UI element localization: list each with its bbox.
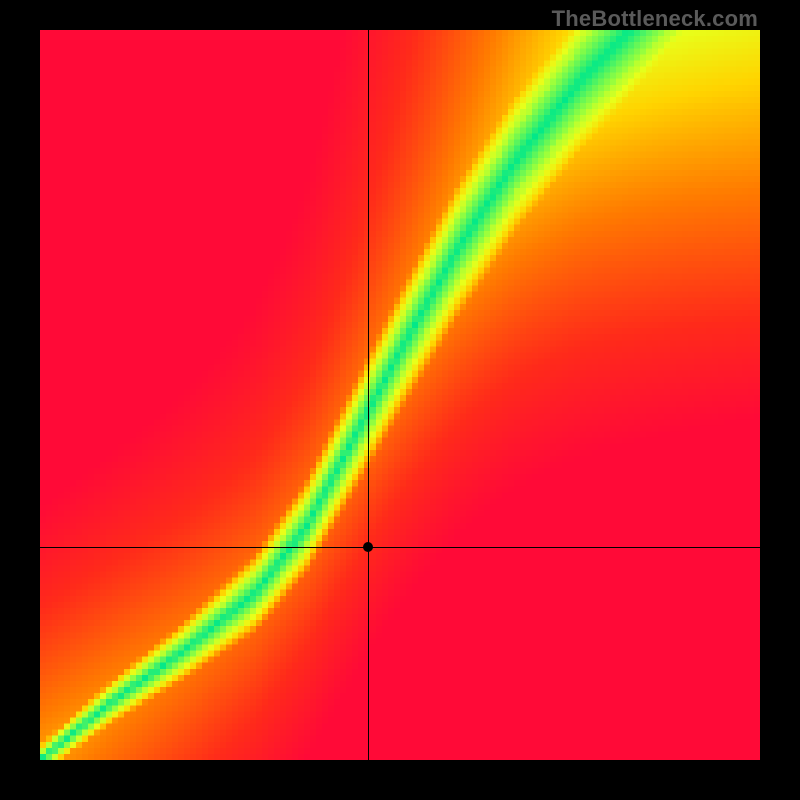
chart-container: TheBottleneck.com [0,0,800,800]
crosshair-marker-dot [363,542,373,552]
crosshair-horizontal [40,547,760,548]
bottleneck-heatmap [40,30,760,760]
watermark-text: TheBottleneck.com [552,6,758,32]
crosshair-vertical [368,30,369,760]
